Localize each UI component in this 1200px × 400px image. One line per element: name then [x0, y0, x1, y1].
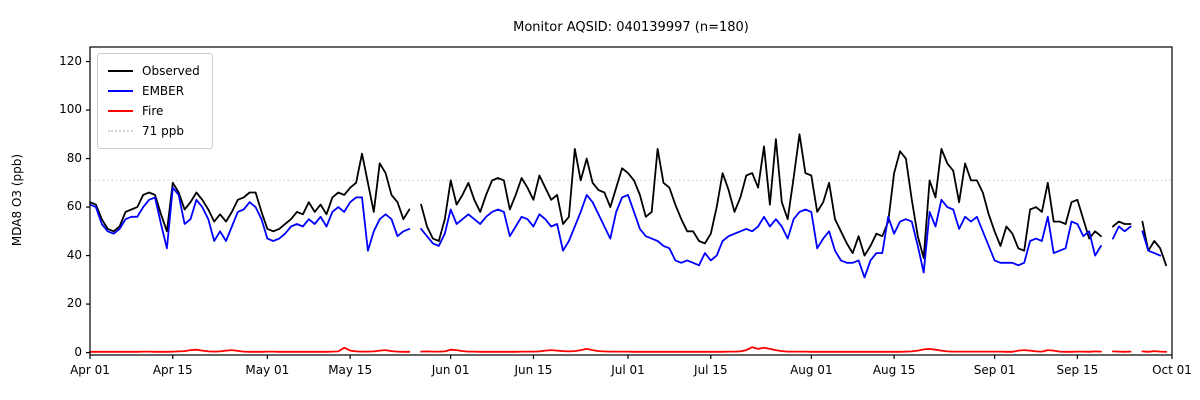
- chart-title: Monitor AQSID: 040139997 (n=180): [513, 20, 749, 35]
- legend-item-fire: Fire: [108, 101, 200, 121]
- ember-line-swatch: [108, 90, 133, 92]
- observed-line-swatch: [108, 70, 133, 72]
- y-tick-label-100: 100: [59, 102, 82, 117]
- x-tick-label-aug-01: Aug 01: [790, 363, 833, 377]
- x-tick-label-apr-01: Apr 01: [70, 363, 110, 377]
- fire-line-swatch: [108, 110, 133, 112]
- y-tick-label-40: 40: [66, 247, 82, 262]
- x-tick-label-aug-15: Aug 15: [872, 363, 916, 377]
- x-tick-label-may-01: May 01: [245, 363, 290, 377]
- legend-item-ember: EMBER: [108, 81, 200, 101]
- fire-series-line: [89, 346, 1167, 353]
- axes-spines: [89, 46, 1173, 356]
- x-tick-label-jun-15: Jun 15: [514, 363, 553, 377]
- legend-label-ember: EMBER: [142, 84, 185, 98]
- legend: Observed EMBER Fire 71 ppb: [97, 53, 213, 149]
- legend-item-observed: Observed: [108, 61, 200, 81]
- legend-item-threshold: 71 ppb: [108, 121, 200, 141]
- y-tick-label-80: 80: [66, 150, 82, 165]
- observed-series-line: [89, 133, 1167, 267]
- x-tick-label-oct-01: Oct 01: [1152, 363, 1192, 377]
- legend-label-fire: Fire: [142, 104, 164, 118]
- x-tick-label-jul-15: Jul 15: [694, 363, 728, 377]
- ember-series-line: [89, 186, 1162, 279]
- y-tick-label-0: 0: [74, 344, 82, 359]
- legend-label-threshold: 71 ppb: [142, 124, 184, 138]
- x-tick-label-may-15: May 15: [328, 363, 373, 377]
- x-tick-label-jun-01: Jun 01: [431, 363, 470, 377]
- legend-label-observed: Observed: [142, 64, 200, 78]
- x-tick-label-jul-01: Jul 01: [611, 363, 645, 377]
- threshold-line-swatch: [108, 130, 133, 132]
- y-tick-label-60: 60: [66, 199, 82, 214]
- x-tick-label-sep-15: Sep 15: [1056, 363, 1099, 377]
- x-tick-label-apr-15: Apr 15: [152, 363, 193, 377]
- x-tick-label-sep-01: Sep 01: [973, 363, 1016, 377]
- y-tick-label-120: 120: [59, 53, 82, 68]
- y-tick-label-20: 20: [66, 296, 82, 311]
